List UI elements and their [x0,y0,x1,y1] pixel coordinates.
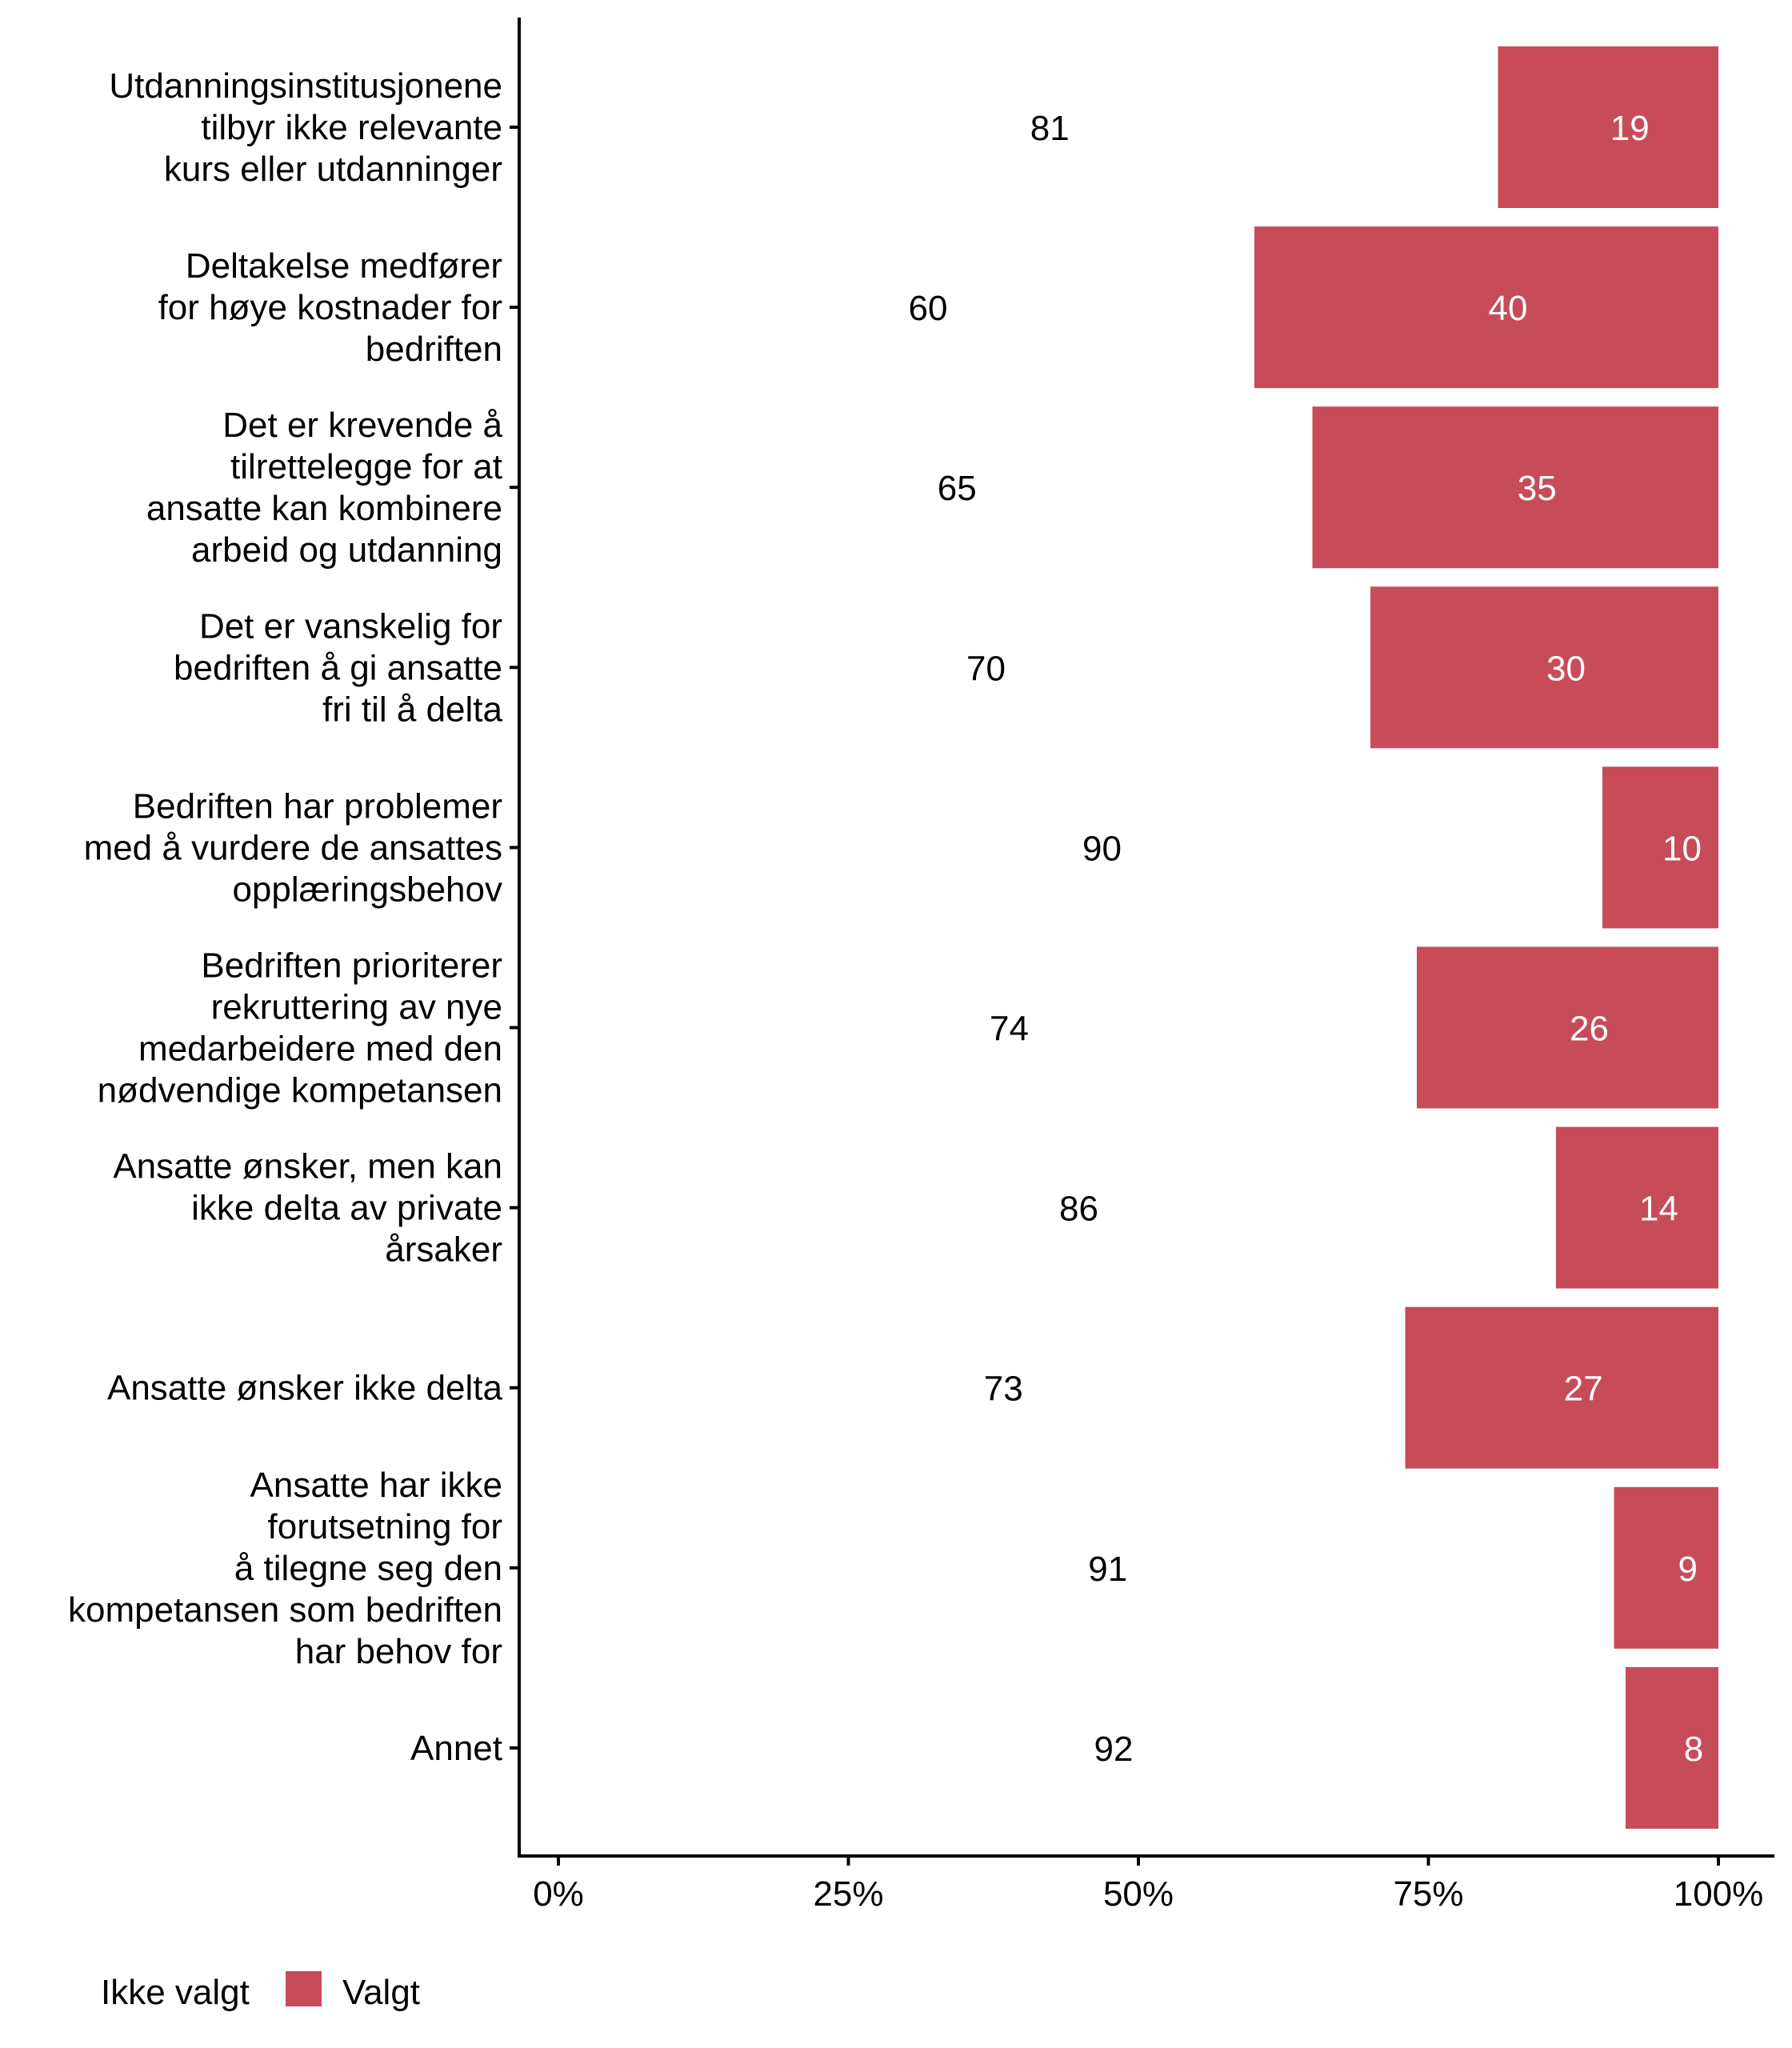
category-label-2: Deltakelse medfører for høye kostnader fo… [158,246,502,369]
value-label-ikke-valgt-8: 73 [984,1370,1023,1409]
bar-ikke-valgt-1 [558,46,1498,208]
category-label-line: forutsetning for [268,1507,503,1546]
category-label-line: ikke delta av private [191,1189,502,1228]
category-label-line: rekruttering av nye [211,988,502,1027]
value-label-ikke-valgt-9: 91 [1088,1550,1127,1589]
x-axis: 0% 25% 50% 75% 100% [518,1854,1774,1914]
category-label-line: Det er vanskelig for [199,606,502,646]
category-label-10: Annet [410,1729,502,1768]
legend-label-valgt: Valgt [342,1973,420,2012]
category-label-line: for høye kostnader for [158,288,502,327]
x-tick-label-25: 25% [813,1874,883,1914]
bar-ikke-valgt-6 [558,946,1417,1109]
value-label-valgt-8: 27 [1564,1370,1603,1409]
value-label-ikke-valgt-7: 86 [1059,1190,1098,1229]
category-label-3: Det er krevende å tilrettelegge for at ans… [146,406,503,570]
category-label-7: Ansatte ønsker, men kan ikke delta av pri… [113,1147,502,1270]
category-label-line: Det er krevende å [222,406,502,445]
category-label-line: tilbyr ikke relevante [201,108,502,147]
legend: Ikke valgt Valgt [62,1971,420,2012]
category-label-1: Utdanningsinstitusjonene tilbyr ikke rele… [109,66,502,189]
y-axis: Utdanningsinstitusjonene tilbyr ikke rele… [68,18,521,1858]
value-label-valgt-6: 26 [1570,1010,1609,1049]
bar-valgt-9 [1614,1486,1718,1649]
category-label-line: å tilegne seg den [234,1549,502,1588]
category-label-line: med å vurdere de ansattes [84,828,502,867]
category-label-line: Ansatte har ikke [250,1466,503,1505]
bar-ikke-valgt-4 [558,586,1370,749]
x-tick-label-50: 50% [1103,1874,1174,1914]
category-label-line: opplæringsbehov [232,870,502,909]
category-label-line: tilrettelegge for at [230,447,502,486]
bar-ikke-valgt-7 [558,1126,1556,1289]
category-label-line: medarbeidere med den [138,1030,502,1069]
bar-valgt-6 [1417,946,1718,1109]
x-tick-label-75: 75% [1393,1874,1463,1914]
category-label-line: Bedriften prioriterer [201,946,502,986]
bar-ikke-valgt-9 [558,1486,1614,1649]
category-label-line: arbeid og utdanning [191,530,502,570]
category-label-6: Bedriften prioriterer rekruttering av nye… [98,946,502,1110]
value-label-valgt-1: 19 [1610,109,1650,148]
bar-ikke-valgt-8 [558,1306,1406,1469]
value-label-ikke-valgt-10: 92 [1094,1730,1134,1769]
category-label-line: Ansatte ønsker ikke delta [107,1369,503,1408]
bar-ikke-valgt-10 [558,1666,1626,1829]
value-labels-layer: 81 19 60 40 65 35 70 30 90 10 74 26 86 14 73 27 91 9 92 8 [909,109,1704,1769]
value-label-valgt-4: 30 [1546,649,1586,688]
value-label-ikke-valgt-3: 65 [938,469,977,508]
bar-ikke-valgt-3 [558,406,1313,569]
category-label-line: ansatte kan kombinere [146,489,502,528]
category-label-line: Annet [410,1729,502,1768]
category-label-line: årsaker [385,1230,502,1270]
category-label-line: har behov for [295,1632,502,1671]
legend-label-ikke-valgt: Ikke valgt [101,1973,250,2012]
legend-key-valgt [286,1971,322,2006]
value-label-valgt-7: 14 [1639,1190,1678,1229]
bar-ikke-valgt-5 [558,766,1602,929]
bars-layer [558,46,1718,1829]
category-label-4: Det er vanskelig for bedriften å gi ansat… [174,606,502,729]
category-label-line: bedriften [366,330,502,369]
x-tick-label-0: 0% [533,1874,584,1914]
value-label-valgt-5: 10 [1662,829,1702,868]
bar-valgt-8 [1405,1306,1718,1469]
category-label-line: fri til å delta [322,690,503,729]
x-tick-label-100: 100% [1674,1874,1764,1914]
category-label-line: Deltakelse medfører [186,246,502,286]
value-label-ikke-valgt-4: 70 [966,649,1006,688]
value-label-ikke-valgt-5: 90 [1082,829,1122,868]
category-label-9: Ansatte har ikke forutsetning for å tilegn… [68,1466,502,1671]
value-label-valgt-3: 35 [1518,469,1557,508]
bar-valgt-4 [1370,586,1718,749]
value-label-valgt-9: 9 [1678,1550,1698,1589]
value-label-ikke-valgt-1: 81 [1030,109,1070,148]
category-label-line: Bedriften har problemer [133,786,502,826]
legend-key-ikke-valgt [62,1971,98,2006]
category-label-line: Utdanningsinstitusjonene [109,66,502,106]
category-label-line: Ansatte ønsker, men kan [113,1147,502,1186]
category-label-line: nødvendige kompetansen [98,1071,502,1110]
bar-valgt-3 [1312,406,1718,569]
bar-valgt-2 [1254,226,1718,389]
category-label-line: kurs eller utdanninger [164,150,502,189]
value-label-ikke-valgt-2: 60 [909,289,948,328]
bar-valgt-1 [1498,46,1718,208]
category-label-line: bedriften å gi ansatte [174,648,502,687]
bar-valgt-5 [1602,766,1718,929]
value-label-valgt-10: 8 [1684,1730,1703,1769]
category-label-8: Ansatte ønsker ikke delta [107,1369,503,1408]
bar-valgt-10 [1626,1666,1718,1829]
category-label-line: kompetansen som bedriften [68,1590,502,1630]
bar-valgt-7 [1556,1126,1718,1289]
category-label-5: Bedriften har problemer med å vurdere de … [84,786,502,909]
bar-ikke-valgt-2 [558,226,1254,389]
value-label-valgt-2: 40 [1489,289,1528,328]
value-label-ikke-valgt-6: 74 [990,1010,1029,1049]
